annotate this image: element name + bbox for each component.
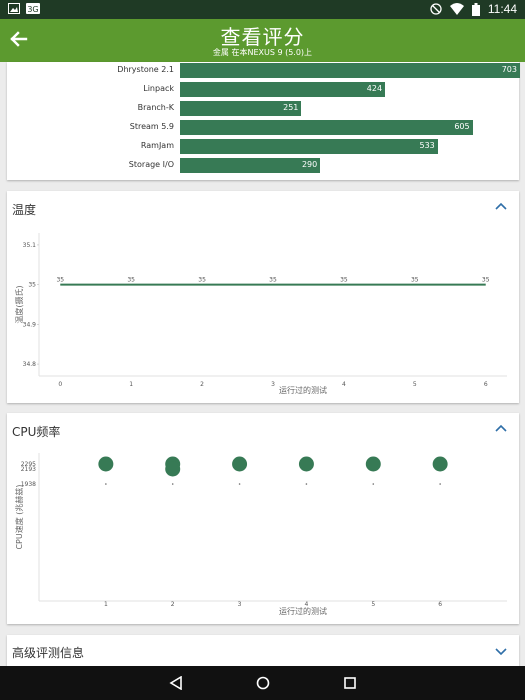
y-tick-label: 34.8 [23, 361, 37, 368]
status-bar: 3G 11:44 [0, 0, 525, 19]
temperature-chart: 35.1 35 34.9 34.8 0 1 2 3 4 5 6 35 35 35 35 35 35 35 运行过的测… [14, 233, 507, 395]
y-axis-title: CPU速度 (兆赫兹) [14, 484, 24, 549]
x-axis-title: 运行过的测试 [279, 385, 327, 395]
x-tick-label: 2 [171, 601, 175, 608]
no-disturb-icon [430, 3, 442, 15]
benchmark-label: Linpack [143, 84, 174, 93]
x-tick-label: 3 [271, 381, 275, 388]
benchmark-label: Branch-K [137, 103, 174, 112]
benchmark-label: Stream 5.9 [129, 122, 174, 131]
benchmark-value: 533 [419, 141, 435, 150]
y-tick-label: 2295 [21, 461, 36, 468]
benchmark-row: Storage I/O 290 [7, 158, 519, 173]
benchmark-row: Stream 5.9 605 [7, 120, 519, 135]
benchmark-value: 605 [454, 122, 470, 131]
cpu-data-point [98, 456, 114, 472]
cpu-data-point [432, 456, 448, 472]
benchmark-bar: 290 [180, 158, 321, 173]
benchmark-value: 290 [301, 160, 318, 169]
benchmark-row: Branch-K 251 [7, 101, 519, 116]
app-bar: 查看评分 金属 在本NEXUS 9 (5.0)上 [0, 19, 525, 62]
y-axis-title: 温度(摄氏) [14, 285, 24, 323]
cpu-data-point [165, 461, 181, 477]
temperature-card: 温度 35.1 35 34.9 34.8 0 1 2 3 4 5 6 35 35 35 35 35 35 35 运行… [7, 191, 519, 403]
x-tick-label: 6 [438, 601, 442, 608]
navigation-bar [0, 666, 525, 700]
cpu-header: CPU频率 [12, 425, 61, 439]
x-tick-label: 3 [238, 601, 242, 608]
chevron-up-icon[interactable] [495, 423, 507, 433]
benchmark-row: RamJam 533 [7, 139, 519, 154]
chevron-down-icon[interactable] [495, 647, 507, 657]
x-axis-title: 运行过的测试 [279, 606, 327, 616]
status-time: 11:44 [487, 2, 517, 16]
x-tick-label: 4 [305, 601, 309, 608]
temperature-data-label: 35 [127, 277, 135, 284]
benchmark-scores-card: Dhrystone 2.1 703 Linpack 424 Branch-K 251 Str… [7, 62, 520, 180]
x-tick-label: 5 [413, 381, 417, 388]
temperature-data-label: 35 [340, 277, 348, 284]
benchmark-row: Dhrystone 2.1 703 [7, 63, 520, 78]
chevron-up-icon[interactable] [495, 201, 507, 211]
cpu-minor-point [105, 483, 107, 485]
svg-text:3G: 3G [27, 5, 38, 14]
benchmark-bar: 533 [180, 139, 438, 154]
recents-square-icon[interactable] [343, 676, 357, 690]
page-title: 查看评分 [220, 25, 305, 49]
cpu-minor-point [372, 483, 375, 485]
x-tick-label: 2 [200, 381, 204, 388]
cpu-data-point [232, 456, 248, 472]
temperature-data-label: 35 [198, 277, 206, 284]
y-tick-label: 35 [28, 282, 36, 289]
cpu-minor-point [439, 483, 441, 485]
benchmark-label: Dhrystone 2.1 [117, 65, 174, 74]
x-tick-label: 1 [104, 601, 108, 608]
advanced-header: 高级评测信息 [12, 646, 85, 660]
x-tick-label: 6 [484, 381, 488, 388]
sim-card-icon: 3G [26, 3, 40, 14]
image-icon [8, 3, 20, 14]
temperature-header: 温度 [12, 203, 37, 217]
benchmark-bar: 251 [180, 101, 302, 116]
y-tick-label: 34.9 [23, 321, 37, 328]
home-circle-icon[interactable] [256, 676, 270, 690]
y-tick-label: 1938 [21, 481, 36, 488]
benchmark-value: 703 [501, 65, 517, 74]
back-arrow-icon[interactable] [8, 28, 30, 50]
benchmark-bar: 703 [180, 63, 520, 78]
temperature-data-label: 35 [482, 277, 490, 284]
temperature-data-label: 35 [269, 277, 277, 284]
benchmark-row: Linpack 424 [7, 82, 519, 97]
advanced-info-card[interactable]: 高级评测信息 [7, 635, 519, 666]
x-tick-label: 4 [342, 381, 346, 388]
page-subtitle: 金属 在本NEXUS 9 (5.0)上 [212, 48, 313, 57]
cpu-frequency-card: CPU频率 2295 2193 1938 1 2 3 4 5 6 运行过的测试 CPU速度 (兆赫兹… [7, 413, 519, 624]
benchmark-value: 251 [283, 103, 299, 112]
wifi-icon [449, 3, 464, 15]
temperature-data-label: 35 [56, 277, 64, 284]
back-triangle-icon[interactable] [169, 676, 183, 690]
temperature-data-label: 35 [411, 277, 419, 284]
battery-icon [471, 2, 480, 16]
x-tick-label: 1 [129, 381, 133, 388]
y-tick-label: 2193 [21, 466, 36, 473]
benchmark-label: Storage I/O [128, 160, 174, 169]
benchmark-value: 424 [366, 84, 383, 93]
benchmark-label: RamJam [140, 141, 174, 150]
x-tick-label: 0 [58, 381, 62, 388]
cpu-minor-point [238, 483, 241, 485]
cpu-minor-point [171, 483, 174, 485]
benchmark-bar: 605 [180, 120, 473, 135]
y-tick-label: 35.1 [23, 242, 37, 249]
cpu-data-point [365, 456, 381, 472]
cpu-minor-point [305, 483, 308, 485]
cpu-data-point [298, 456, 314, 472]
x-tick-label: 5 [371, 601, 375, 608]
benchmark-bar: 424 [180, 82, 386, 97]
